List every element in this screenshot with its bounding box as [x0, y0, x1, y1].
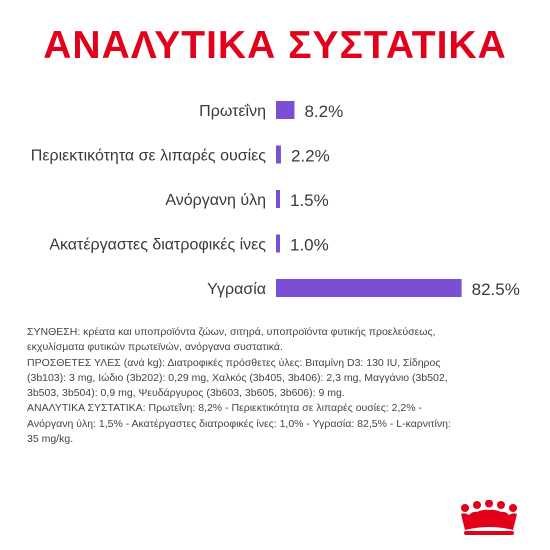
composition-line: 3b503, 3b504): 0,9 mg, Ψευδάργυρος (3b60… [27, 387, 345, 400]
composition-line: (3b103): 3 mg, Ιώδιο (3b202): 0,29 mg, Χ… [27, 371, 448, 384]
bar [276, 190, 280, 208]
bar [276, 279, 462, 297]
composition-line: ΠΡΟΣΘΕΤΕΣ ΥΛΕΣ (ανά kg): Διατροφικές πρό… [27, 356, 441, 369]
composition-line: 35 mg/kg. [27, 433, 74, 446]
composition-text: ΣΥΝΘΕΣΗ: κρέατα και υποπροϊόντα ζώων, σι… [27, 325, 527, 447]
category-label: Υγρασία [207, 281, 266, 298]
value-label: 2.2% [291, 147, 330, 166]
composition-line: Ανόργανη ύλη: 1,5% - Ακατέργαστες διατρο… [27, 417, 451, 430]
composition-line: εκχυλίσματα φυτικών πρωτεϊνών, ανόργανα … [27, 341, 283, 354]
category-label: Ανόργανη ύλη [165, 192, 266, 209]
page-title: ΑΝΑΛΥΤΙΚΑ ΣΥΣΤΑΤΙΚΑ [43, 24, 507, 67]
nutrient-bar-chart: Πρωτεΐνη 8.2% Περιεκτικότητα σε λιπαρές ου… [31, 101, 520, 299]
value-label: 1.0% [290, 236, 329, 255]
value-label: 82.5% [472, 280, 520, 299]
category-label: Πρωτεΐνη [199, 103, 266, 120]
category-label: Ακατέργαστες διατροφικές ίνες [49, 237, 266, 254]
bar [276, 234, 280, 253]
composition-line: ΑΝΑΛΥΤΙΚΑ ΣΥΣΤΑΤΙΚΑ: Πρωτεΐνη: 8,2% - Πε… [27, 402, 423, 415]
composition-line: ΣΥΝΘΕΣΗ: κρέατα και υποπροϊόντα ζώων, σι… [27, 326, 436, 338]
crown-icon [461, 500, 517, 535]
category-label: Περιεκτικότητα σε λιπαρές ουσίες [31, 148, 267, 165]
bar [276, 145, 281, 164]
value-label: 8.2% [304, 102, 343, 121]
value-label: 1.5% [290, 191, 329, 210]
bar [276, 101, 295, 119]
